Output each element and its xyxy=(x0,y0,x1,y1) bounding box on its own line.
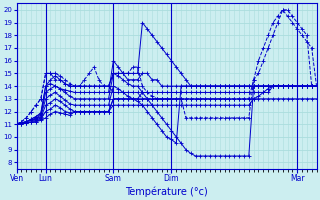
X-axis label: Température (°c): Température (°c) xyxy=(125,186,208,197)
